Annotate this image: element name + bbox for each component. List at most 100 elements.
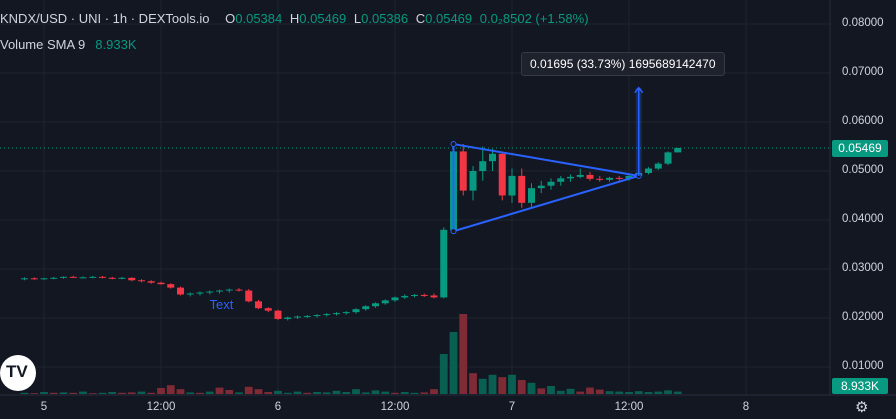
- candle-body: [196, 292, 204, 294]
- time-tick-label: 8: [742, 401, 750, 413]
- candle-body: [128, 277, 136, 281]
- candle-body: [108, 277, 116, 279]
- volume-bar: [186, 392, 195, 394]
- volume-bar: [352, 389, 360, 394]
- high-value: 0.05469: [299, 11, 347, 26]
- volume-bar: [274, 390, 282, 394]
- volume-bar: [527, 382, 536, 394]
- volume-bar: [634, 391, 643, 394]
- candle-body: [333, 313, 340, 315]
- candle-body: [430, 295, 438, 298]
- candle-body: [391, 297, 399, 301]
- volume-bar: [313, 392, 321, 394]
- volume-bar: [342, 392, 351, 394]
- candle-body: [274, 310, 282, 319]
- close-value: 0.05469: [425, 11, 473, 26]
- text-annotation[interactable]: Text: [209, 296, 234, 312]
- drawings[interactable]: [450, 86, 644, 235]
- candle-body: [625, 175, 633, 179]
- time-tick-label: 7: [508, 401, 516, 413]
- candle-body: [498, 153, 506, 196]
- gear-icon[interactable]: ⚙: [855, 399, 869, 416]
- volume-bar: [469, 373, 477, 394]
- volume-bar: [673, 391, 682, 394]
- price-tick-label: 0.07000: [842, 66, 884, 78]
- volume-bar: [215, 387, 224, 394]
- volume-legend: Volume SMA 9 8.933K: [0, 37, 136, 52]
- candle-body: [508, 175, 516, 196]
- volume-bar: [88, 393, 97, 394]
- volume-bar: [30, 393, 39, 394]
- candle-body: [537, 185, 545, 189]
- candle-body: [284, 317, 292, 319]
- volume-bar: [79, 391, 87, 394]
- candle-body: [489, 153, 496, 162]
- candle-body: [528, 188, 535, 203]
- volume-bar: [644, 392, 653, 394]
- volume-bar: [166, 385, 175, 394]
- volume-bar: [664, 390, 672, 394]
- volume-bar: [420, 392, 429, 394]
- symbol-title[interactable]: KNDX/USD · UNI · 1h · DEXTools.io: [0, 11, 210, 26]
- volume-bar: [235, 392, 243, 394]
- volume-bar: [244, 386, 253, 394]
- volume-bar: [361, 392, 370, 394]
- candle-body: [264, 308, 272, 311]
- candle-body: [518, 175, 526, 203]
- open-value: 0.05384: [235, 11, 283, 26]
- volume-bar: [508, 374, 516, 394]
- change-value: 0.0₂8502 (+1.58%): [479, 11, 589, 26]
- volume-bar: [254, 389, 263, 394]
- volume-indicator-label[interactable]: Volume SMA 9: [0, 37, 86, 52]
- volume-bar: [147, 392, 156, 394]
- candle-body: [40, 278, 48, 280]
- time-tick-label: 6: [274, 401, 282, 413]
- candle-body: [186, 293, 194, 295]
- low-value: 0.05386: [361, 11, 409, 26]
- volume-bar: [205, 391, 214, 394]
- volume-bar: [625, 392, 633, 394]
- candle-body: [69, 276, 77, 278]
- candle-body: [459, 151, 467, 191]
- candle-body: [313, 315, 321, 317]
- volume-bar: [303, 392, 312, 394]
- candle-body: [50, 277, 58, 279]
- volume-bar: [498, 377, 507, 394]
- candle-body: [576, 174, 584, 177]
- volume-bar: [615, 391, 624, 394]
- candle-body: [157, 282, 165, 285]
- volume-bar: [108, 392, 117, 394]
- volume-bar: [430, 389, 438, 394]
- volume-bar: [595, 389, 604, 394]
- candle-body: [586, 174, 594, 179]
- candle-body: [372, 303, 379, 307]
- time-tick-label: 5: [40, 401, 48, 413]
- volume-bar: [332, 390, 341, 394]
- candle-body: [615, 177, 623, 179]
- volume-bar: [400, 392, 409, 394]
- candle-body: [596, 178, 604, 180]
- volume-bar: [98, 392, 107, 394]
- volume-bar: [517, 380, 526, 394]
- last-price-badge: 0.05469: [832, 139, 888, 157]
- volume-bar: [20, 392, 29, 394]
- triangle-vertex: [450, 141, 457, 148]
- price-tick-label: 0.04000: [842, 213, 884, 225]
- volume-bar: [381, 391, 390, 394]
- volume-indicator-value: 8.933K: [95, 37, 137, 52]
- symbol-legend: KNDX/USD · UNI · 1h · DEXTools.io O0.053…: [0, 11, 593, 26]
- candle-body: [606, 177, 613, 180]
- candle-body: [440, 229, 448, 298]
- candle-body: [245, 290, 253, 302]
- tradingview-logo[interactable]: TV: [0, 355, 36, 391]
- volume-bar: [566, 388, 575, 394]
- candle-body: [654, 163, 662, 169]
- ohlc-values: O0.05384 H0.05469 L0.05386 C0.05469 0.0₂…: [225, 11, 592, 26]
- time-tick-label: 12:00: [614, 401, 644, 413]
- volume-bar: [478, 378, 487, 394]
- candle-body: [89, 276, 97, 278]
- candle-body: [645, 168, 652, 173]
- volume-bar: [196, 392, 204, 394]
